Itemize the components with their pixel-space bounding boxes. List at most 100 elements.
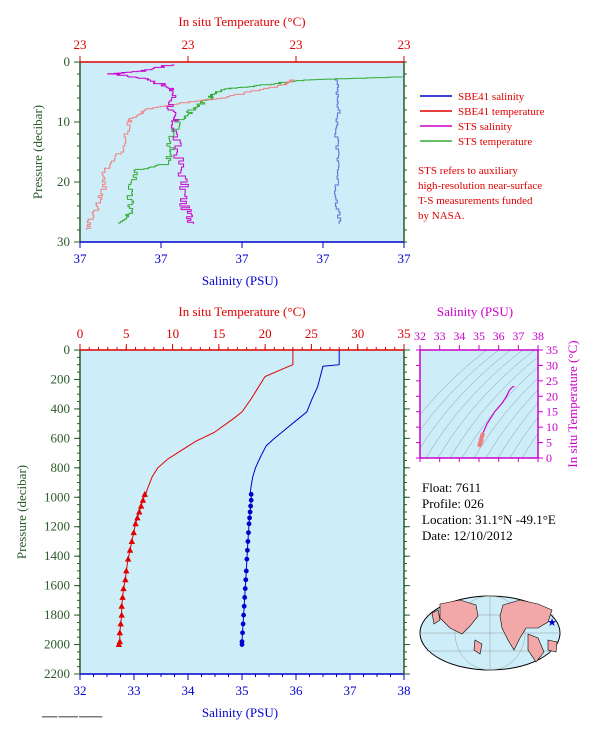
- top-panel-bottom-tick-label: 37: [236, 251, 250, 266]
- main-panel-ticks: 0 5 10 15 20 25 30 35 32 33 34 35 36 37 38 0 200 400 600 80…: [44, 326, 411, 698]
- top-panel: 23 23 23 23 37 37 37 37 37 0 10 20 30 In situ Temper…: [30, 14, 411, 288]
- temperature-marker: [132, 520, 139, 527]
- main-panel-top-axis-label: In situ Temperature (°C): [178, 304, 305, 319]
- temperature-marker: [130, 529, 137, 536]
- ts-right-tick-label: 0: [546, 451, 552, 465]
- legend-note-line: high-resolution near-surface: [418, 180, 542, 192]
- ts-deep-point: [477, 442, 482, 448]
- top-panel-ticks: 23 23 23 23 37 37 37 37 37 0 10 20 30: [57, 37, 411, 266]
- footer-timestamp: ▁▁▁▁ ▁▁▁▁▁ ▁▁▁▁▁▁: [41, 713, 102, 718]
- salinity-marker: [245, 539, 251, 544]
- top-panel-series-group: [86, 64, 403, 230]
- main-panel-bottom-axis-label: Salinity (PSU): [202, 705, 278, 720]
- ts-density-contour: [425, 350, 524, 458]
- main-panel-y-tick-label: 1600: [44, 578, 70, 593]
- ts-panel-top-axis-label: Salinity (PSU): [437, 304, 513, 319]
- main-panel-y-tick-label: 1400: [44, 548, 70, 563]
- salinity-marker: [242, 586, 248, 591]
- temperature-marker: [118, 611, 125, 618]
- top-panel-top-tick-label: 23: [182, 37, 195, 52]
- map-land: [431, 599, 558, 663]
- top-panel-bottom-tick-label: 37: [317, 251, 331, 266]
- main-panel-y-axis-label: Pressure (decibar): [14, 465, 29, 559]
- top-panel-y-tick-label: 30: [57, 234, 70, 249]
- ts-right-tick-label: 30: [546, 358, 558, 372]
- legend-note-line: STS refers to auxiliary: [418, 165, 518, 177]
- temperature-marker: [124, 555, 132, 562]
- salinity-marker: [248, 497, 254, 503]
- salinity-marker: [241, 603, 247, 609]
- salinity-marker: [240, 621, 246, 627]
- main-panel-bottom-tick-label: 35: [236, 683, 249, 698]
- main-panel-y-tick-label: 2200: [44, 666, 70, 681]
- main-panel-y-tick-label: 1200: [44, 519, 70, 534]
- ts-right-tick-label: 15: [546, 405, 558, 419]
- main-panel-y-tick-label: 400: [51, 401, 71, 416]
- ts-right-tick-label: 20: [546, 389, 558, 403]
- ts-density-contour: [461, 366, 538, 458]
- salinity-marker: [239, 642, 245, 647]
- top-panel-bottom-tick-label: 37: [398, 251, 412, 266]
- ts-density-contour: [420, 350, 500, 431]
- salinity-marker: [245, 547, 250, 553]
- top-series-sbe41-salinity: [334, 79, 342, 224]
- salinity-marker: [248, 491, 254, 497]
- ts-series-group: [477, 385, 515, 448]
- top-panel-bottom-tick-label: 37: [155, 251, 169, 266]
- main-panel-bottom-tick-label: 36: [290, 683, 304, 698]
- salinity-marker: [244, 556, 250, 562]
- top-panel-bottom-axis-label: Salinity (PSU): [202, 273, 278, 288]
- main-panel-bottom-tick-label: 34: [182, 683, 196, 698]
- ts-density-contour: [420, 350, 488, 416]
- temperature-marker: [116, 629, 124, 636]
- main-temperature-line: [144, 350, 294, 498]
- ts-density-contour: [420, 350, 512, 449]
- temperature-marker: [120, 585, 127, 592]
- map-float-marker-icon: ★: [547, 617, 557, 629]
- main-panel-y-tick-label: 1800: [44, 607, 70, 622]
- top-panel-bottom-tick-label: 37: [74, 251, 88, 266]
- temperature-marker: [126, 546, 134, 553]
- temperature-marker: [123, 567, 130, 574]
- temperature-marker: [136, 508, 143, 515]
- temperature-marker: [118, 602, 125, 609]
- temperature-marker: [122, 576, 129, 583]
- info-float: Float: 7611: [422, 480, 481, 495]
- legend-item-label: STS temperature: [458, 136, 532, 148]
- ts-density-contour: [437, 350, 536, 458]
- main-panel-bottom-tick-label: 37: [344, 683, 358, 698]
- ts-top-tick-label: 34: [453, 329, 465, 343]
- main-panel-top-tick-label: 0: [77, 326, 84, 341]
- main-panel-y-tick-label: 0: [64, 342, 71, 357]
- ts-right-tick-label: 5: [546, 436, 552, 450]
- temperature-marker: [115, 641, 123, 648]
- float-info: Float: 7611 Profile: 026 Location: 31.1°…: [422, 480, 556, 543]
- ts-right-tick-label: 10: [546, 420, 558, 434]
- ts-density-contour: [473, 377, 538, 458]
- salinity-marker: [241, 612, 247, 618]
- top-series-sts-salinity: [107, 64, 194, 224]
- ts-right-tick-label: 25: [546, 374, 558, 388]
- ts-density-contour: [485, 389, 538, 458]
- main-panel-top-tick-label: 35: [398, 326, 411, 341]
- temperature-marker: [137, 502, 145, 509]
- ts-top-tick-label: 37: [512, 329, 524, 343]
- salinity-marker: [246, 530, 251, 536]
- salinity-marker: [242, 595, 248, 600]
- main-panel-top-tick-label: 25: [305, 326, 318, 341]
- top-panel-top-tick-label: 23: [290, 37, 303, 52]
- salinity-marker: [247, 515, 252, 521]
- ts-density-contour: [449, 356, 538, 458]
- info-location: Location: 31.1°N -49.1°E: [422, 512, 556, 527]
- main-panel-y-tick-label: 2000: [44, 637, 70, 652]
- salinity-marker: [248, 503, 254, 509]
- legend-note-line: by NASA.: [418, 210, 465, 222]
- main-panel: 0 5 10 15 20 25 30 35 32 33 34 35 36 37 38 0 200 400 600 80…: [14, 304, 411, 720]
- main-salinity-line: [249, 350, 340, 495]
- main-panel-bottom-tick-label: 38: [398, 683, 411, 698]
- salinity-marker: [246, 521, 252, 527]
- main-panel-series-group: [115, 350, 340, 648]
- main-panel-bottom-tick-label: 32: [74, 683, 87, 698]
